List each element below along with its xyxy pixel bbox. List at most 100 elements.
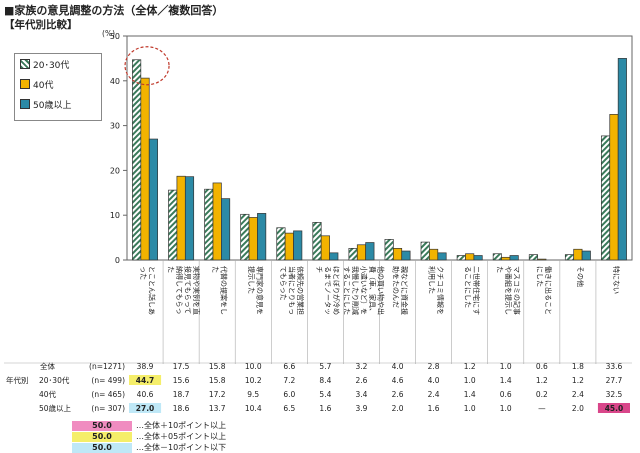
category-label: た: [166, 266, 174, 273]
table-cell: 0.2: [536, 390, 548, 399]
category-label: 二世帯住宅にす: [472, 266, 481, 315]
table-cell: 4.0: [428, 376, 440, 385]
table-cell: 2.6: [355, 376, 367, 385]
category-label: 費（車、家具、: [368, 266, 377, 315]
bar: [437, 252, 447, 261]
footnote-text: …全体＋10ポイント以上: [136, 421, 227, 430]
table-cell: 45.0: [605, 404, 624, 413]
table-cell: 32.5: [606, 390, 623, 399]
table-cell: 1.8: [572, 362, 584, 371]
category-label: 提示した: [247, 266, 256, 294]
category-label: 他の買い物や出: [376, 266, 385, 315]
category-label: 当者にとりもっ: [287, 266, 296, 315]
bar: [356, 244, 367, 261]
y-tick-label: 50: [110, 32, 120, 41]
bar: [293, 230, 303, 261]
table-cell: 5.4: [319, 390, 331, 399]
bar: [312, 222, 322, 261]
category-label: 接見てもらって: [183, 266, 192, 314]
table-cell: 1.6: [428, 404, 440, 413]
bar: [320, 235, 330, 261]
y-tick-label: 40: [110, 77, 120, 86]
bar: [148, 138, 158, 261]
table-cell: 6.6: [283, 362, 295, 371]
highlight-circle: [124, 46, 170, 86]
category-label: することにした: [342, 266, 350, 315]
bar: [392, 248, 403, 261]
cell-highlight: [129, 375, 162, 385]
cell-highlight: [129, 403, 162, 413]
table-cell: 10.4: [245, 404, 262, 413]
table-cell: 17.5: [173, 362, 190, 371]
bar: [420, 241, 430, 261]
bar: [348, 248, 358, 261]
bar: [509, 255, 519, 261]
bar: [221, 198, 231, 261]
category-label: とことん話しあ: [147, 266, 156, 315]
row-label: 50歳以上: [39, 403, 72, 413]
category-label: 助をたのんだ: [391, 266, 400, 308]
bar: [429, 248, 439, 261]
table-cell: 38.9: [137, 362, 154, 371]
chart-subtitle: 【年代別比較】: [4, 19, 78, 31]
footnote-box: 50.0: [72, 431, 132, 442]
table-cell: 1.0: [464, 404, 476, 413]
table-cell: 1.6: [319, 404, 331, 413]
footnote-text: …全体＋05ポイント以上: [136, 432, 227, 441]
table-cell: 1.2: [572, 376, 584, 385]
bar: [456, 255, 466, 261]
legend-swatch-icon: [20, 79, 30, 89]
y-tick-label: 30: [110, 122, 120, 131]
legend-label: 50歳以上: [33, 100, 72, 111]
table-cell: 44.7: [136, 376, 155, 385]
category-label: た: [495, 266, 503, 273]
bar: [212, 182, 222, 261]
row-n: (n=1271): [89, 362, 125, 371]
row-label: 全体: [40, 361, 55, 371]
footnote-1: 50.0 …全体＋10ポイント以上: [72, 420, 226, 431]
category-label: るまでノータッ: [323, 266, 332, 315]
bar: [573, 248, 583, 261]
table-cell: 1.4: [464, 390, 476, 399]
bar: [564, 254, 575, 261]
table-cell: 10.0: [245, 362, 262, 371]
category-label: クチコミ情報を: [436, 266, 445, 315]
y-tick-label: 10: [110, 211, 120, 220]
row-n: (n= 465): [91, 390, 125, 399]
bar: [204, 188, 214, 261]
bar: [176, 175, 186, 261]
bar: [240, 213, 250, 261]
category-label: 実物や実例を直: [192, 266, 201, 315]
table-cell: 2.6: [392, 390, 404, 399]
bar: [609, 114, 619, 261]
footnote-3: 50.0 …全体－10ポイント以下: [72, 442, 226, 453]
row-group-label: 年代別: [6, 375, 29, 385]
category-label: 親などに資金援: [400, 266, 409, 315]
legend-item-20-30: 20･30代: [15, 54, 101, 74]
cell-highlight: [597, 403, 630, 413]
table-cell: 8.4: [319, 376, 331, 385]
bar: [528, 254, 538, 261]
category-label: 利用した: [427, 266, 436, 294]
table-cell: 1.4: [500, 376, 512, 385]
table-cell: 2.0: [392, 404, 404, 413]
row-n: (n= 307): [91, 404, 125, 413]
legend-swatch-icon: [20, 99, 30, 109]
table-cell: 40.6: [137, 390, 154, 399]
table-cell: 33.6: [606, 362, 623, 371]
legend-item-40: 40代: [15, 74, 101, 94]
bar: [168, 189, 178, 261]
bar: [329, 252, 339, 261]
table-cell: 15.8: [209, 362, 226, 371]
table-cell: 6.0: [283, 390, 295, 399]
table-cell: 27.0: [136, 404, 155, 413]
category-label: た: [211, 266, 219, 273]
category-label: 働きに出ること: [544, 266, 553, 315]
category-label: 我慢したり削減: [351, 266, 360, 315]
table-cell: 1.0: [500, 404, 512, 413]
category-label: 小遣いなど）を: [359, 266, 368, 315]
category-label: にした: [536, 266, 544, 287]
table-cell: 2.4: [572, 390, 584, 399]
bar: [284, 232, 294, 261]
table-cell: 1.2: [464, 362, 476, 371]
